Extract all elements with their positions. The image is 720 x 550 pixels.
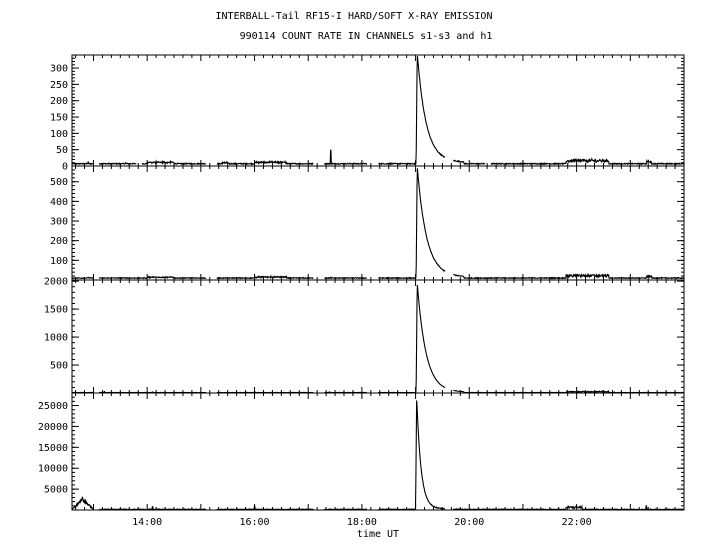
panel-3: 500 1000 1500 2000 bbox=[44, 277, 685, 394]
panel-3-y-tick-label: 500 bbox=[50, 361, 68, 372]
x-tick-label: 16:00 bbox=[239, 517, 269, 528]
panels-group: 0 50 100 150 200 250 300 100 200 300 400 500 500 1000… bbox=[38, 54, 685, 512]
panel-4-series-line bbox=[71, 400, 685, 512]
x-axis-label: time UT bbox=[357, 529, 399, 540]
panel-4-frame bbox=[71, 392, 685, 511]
panel-1-y-tick-label: 300 bbox=[50, 64, 68, 75]
x-tick-label: 14:00 bbox=[132, 517, 162, 528]
panel-1-series-line bbox=[71, 55, 685, 166]
panel-1-y-tick-label: 100 bbox=[50, 129, 68, 140]
x-tick-label: 18:00 bbox=[347, 517, 377, 528]
panel-2-y-tick-label: 100 bbox=[50, 256, 68, 267]
panel-3-series-line bbox=[71, 284, 685, 394]
panel-4-y-tick-label: 5000 bbox=[44, 485, 68, 496]
panel-2-frame bbox=[71, 165, 685, 281]
panel-3-y-tick-label: 1500 bbox=[44, 305, 68, 316]
x-axis: 14:00 16:00 18:00 20:00 22:00 bbox=[132, 517, 592, 528]
chart-title: INTERBALL-Tail RF15-I HARD/SOFT X-RAY EM… bbox=[216, 11, 493, 22]
panel-2-y-tick-label: 200 bbox=[50, 236, 68, 247]
panel-3-frame bbox=[71, 279, 685, 394]
panel-2-y-tick-label: 400 bbox=[50, 197, 68, 208]
panel-4-y-tick-label: 10000 bbox=[38, 464, 68, 475]
x-tick-label: 20:00 bbox=[454, 517, 484, 528]
panel-2-y-tick-label: 500 bbox=[50, 177, 68, 188]
panel-2-series-line bbox=[71, 168, 685, 280]
panel-3-y-tick-label: 2000 bbox=[44, 277, 68, 288]
panel-1-y-tick-label: 200 bbox=[50, 96, 68, 107]
panel-4-y-tick-label: 25000 bbox=[38, 401, 68, 412]
panel-1-y-tick-label: 0 bbox=[62, 162, 68, 173]
panel-4-y-tick-label: 15000 bbox=[38, 443, 68, 454]
panel-4-y-tick-label: 20000 bbox=[38, 422, 68, 433]
panel-1-frame bbox=[71, 54, 685, 167]
panel-1-y-tick-label: 50 bbox=[56, 145, 68, 156]
panel-1-y-tick-label: 150 bbox=[50, 113, 68, 124]
panel-4: 5000 10000 15000 20000 25000 bbox=[38, 392, 685, 512]
panel-1-y-tick-label: 250 bbox=[50, 80, 68, 91]
panel-1: 0 50 100 150 200 250 300 bbox=[50, 54, 685, 173]
panel-2: 100 200 300 400 500 bbox=[50, 165, 685, 281]
panel-2-y-tick-label: 300 bbox=[50, 217, 68, 228]
x-tick-label: 22:00 bbox=[562, 517, 592, 528]
panel-3-y-tick-label: 1000 bbox=[44, 333, 68, 344]
chart-subtitle: 990114 COUNT RATE IN CHANNELS s1-s3 and … bbox=[240, 31, 493, 42]
